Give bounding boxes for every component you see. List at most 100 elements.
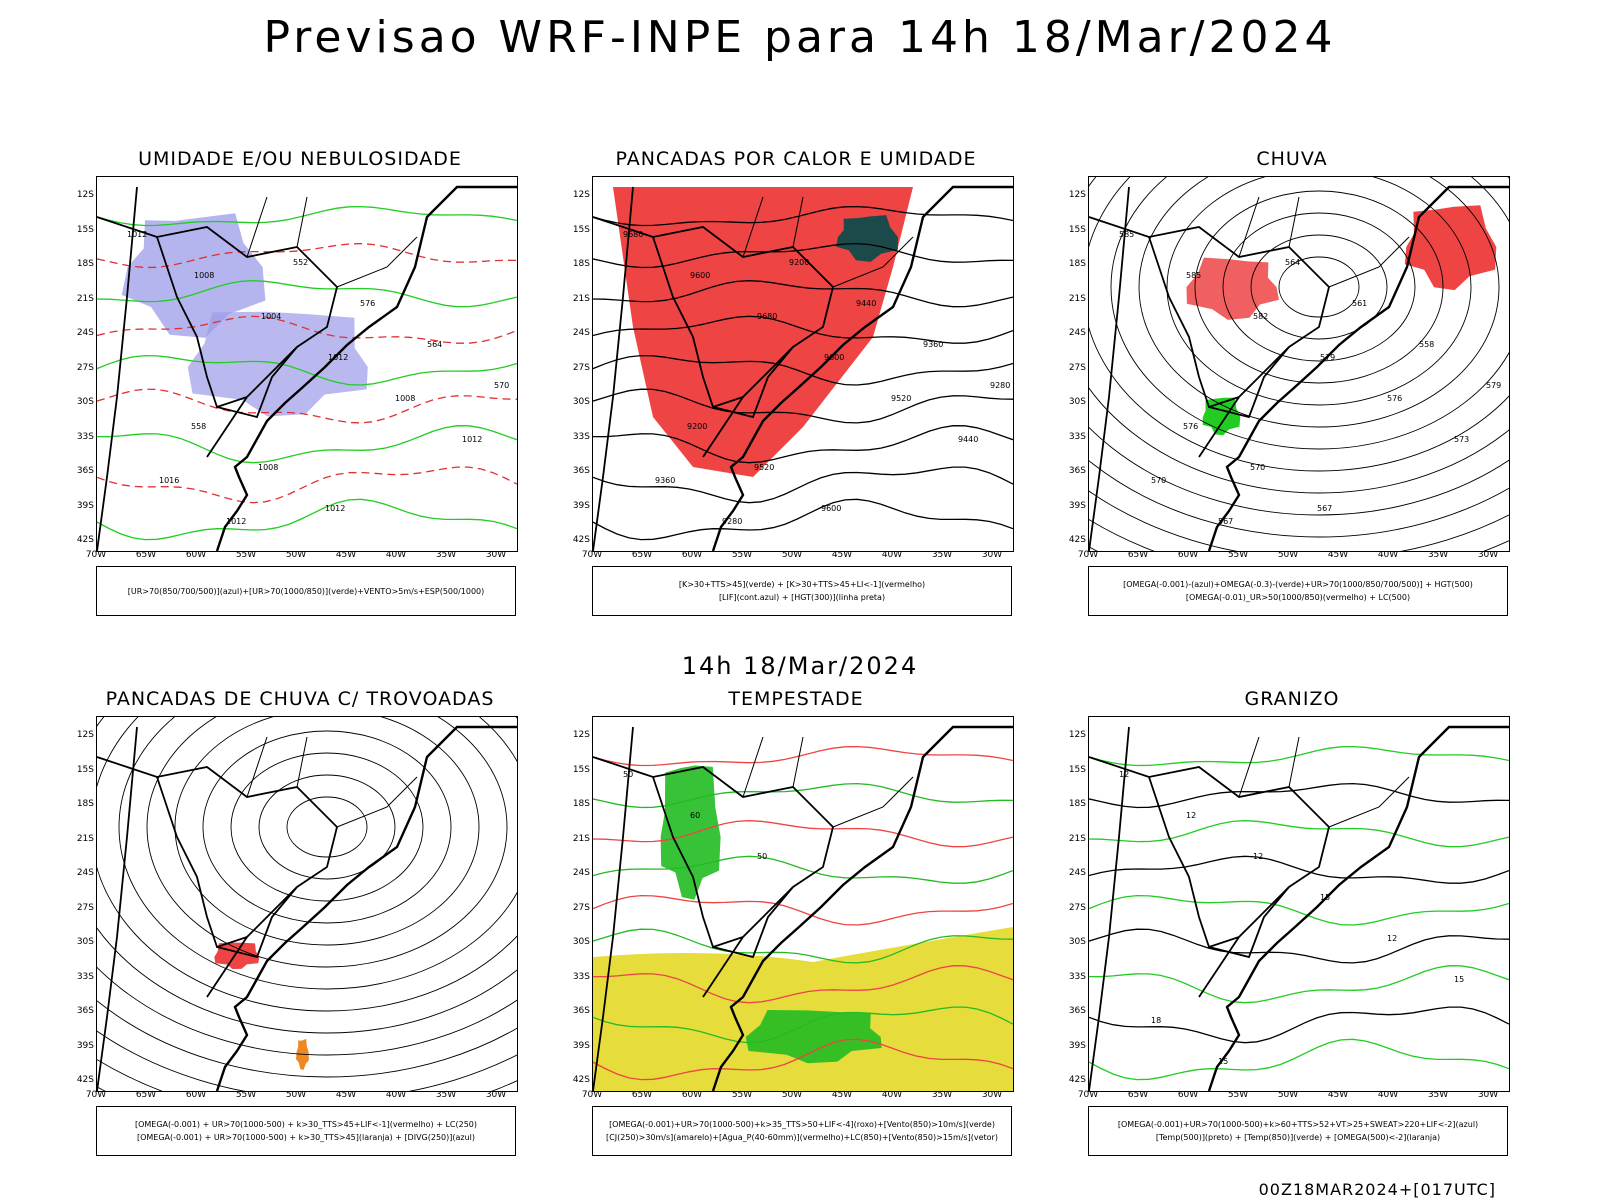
streamline [1194, 190, 1444, 384]
lon-label: 40W [1377, 550, 1399, 560]
country-border [593, 726, 634, 1091]
contour-line [593, 354, 1013, 386]
contour-label: 567 [1218, 517, 1233, 526]
lon-label: 55W [1227, 1090, 1249, 1100]
lon-label: 35W [435, 550, 457, 560]
streamline [286, 796, 368, 858]
country-border [97, 216, 338, 458]
streamline [1089, 460, 1509, 538]
model-run-stamp: 00Z18MAR2024+[017UTC] [1258, 1180, 1496, 1199]
contour-label: 1012 [462, 435, 482, 444]
legend-line: [OMEGA(-0.001) + UR>70(1000-500) + k>30_… [134, 1120, 478, 1129]
state-border [742, 736, 914, 828]
streamline [258, 774, 396, 880]
streamline [97, 717, 517, 1034]
lon-label: 50W [1277, 550, 1299, 560]
lat-label: 15S [76, 224, 94, 235]
lat-label: 21S [1068, 293, 1086, 304]
rain-fill [1186, 257, 1279, 320]
lat-label: 39S [1068, 1040, 1086, 1051]
lat-label: 18S [1068, 259, 1086, 269]
lon-label: 70W [1077, 550, 1099, 560]
contour-line [97, 388, 517, 424]
lon-label: 30W [981, 550, 1003, 560]
streamline [97, 1059, 517, 1091]
lat-label: 18S [76, 799, 94, 809]
panel-chuva: CHUVA 12S 15S 18S 21S 24S 27S 30S 33S 36S 39S 42S 70… [1052, 148, 1532, 638]
lon-label: 40W [881, 1090, 903, 1100]
country-border [593, 756, 834, 998]
panel-title: CHUVA [1256, 148, 1328, 170]
panel-title: PANCADAS DE CHUVA C/ TROVOADAS [105, 688, 495, 710]
contour-label: 567 [1317, 504, 1332, 513]
lon-label: 60W [1177, 1090, 1199, 1100]
contour-line [593, 820, 1013, 848]
country-border [1208, 346, 1290, 419]
jet-stream-fill [593, 927, 1013, 1091]
panel-tempestade: TEMPESTADE 12S 15S 18S 21S 24S 27S 30S 33S 36S 39S… [556, 688, 1036, 1178]
lat-label: 42S [76, 1075, 94, 1085]
country-border [1089, 756, 1330, 998]
lat-label: 12S [572, 730, 590, 740]
lon-label: 35W [1427, 550, 1449, 560]
lat-label: 30S [1068, 397, 1086, 407]
contour-label: 50 [757, 852, 767, 861]
country-border [712, 886, 794, 959]
contour-label: 573 [1454, 435, 1469, 444]
contour-label: 570 [1250, 463, 1265, 472]
contour-label: 9520 [754, 463, 774, 472]
country-border [1148, 236, 1240, 409]
panel-pancadas: PANCADAS POR CALOR E UMIDADE 12S 15S 18S 21S… [556, 148, 1036, 638]
weather-map [96, 716, 518, 1092]
contour-label: 558 [1419, 340, 1434, 349]
wind-fill [745, 1010, 882, 1064]
streamline [202, 730, 452, 924]
lon-label: 65W [135, 550, 157, 560]
contour-line [1089, 928, 1509, 964]
lat-label: 15S [1068, 224, 1086, 235]
panel-title: TEMPESTADE [728, 688, 864, 710]
panel-umidade: UMIDADE E/OU NEBULOSIDADE 12S 15S 18S 21S 24S… [60, 148, 540, 638]
coastline [711, 185, 1013, 551]
lat-label: 27S [1068, 902, 1086, 913]
legend-line: [K>30+TTS>45](verde) + [K>30+TTS>45+LI<-… [678, 580, 926, 589]
contour-label: 15 [1454, 975, 1464, 984]
map-canvas [97, 717, 517, 1091]
country-border [156, 776, 248, 949]
lon-label: 60W [681, 550, 703, 560]
contour-label: 12 [1186, 811, 1196, 820]
streamline [1250, 234, 1388, 340]
lon-label: 50W [781, 550, 803, 560]
lat-label: 39S [76, 1040, 94, 1051]
contour-label: 9440 [856, 299, 876, 308]
contour-line [593, 894, 1013, 926]
weather-map: 50 60 50 [592, 716, 1014, 1092]
lat-label: 18S [572, 799, 590, 809]
contour-line [1089, 1006, 1509, 1044]
lon-label: 35W [931, 1090, 953, 1100]
lon-label: 30W [981, 1090, 1003, 1100]
instability-fill [613, 187, 913, 477]
contour-line [1089, 965, 1509, 1004]
lon-label: 50W [1277, 1090, 1299, 1100]
contour-line [1089, 855, 1509, 884]
map-canvas: 50 60 50 [593, 725, 1013, 1091]
lat-label: 21S [76, 833, 94, 844]
contour-line [593, 1038, 1013, 1081]
lat-label: 27S [572, 362, 590, 373]
map-canvas: 9680 9600 9680 9600 9520 9440 9360 9280 9200 9440… [593, 185, 1013, 551]
country-border [97, 756, 338, 998]
contour-label: 9440 [958, 435, 978, 444]
lat-label: 42S [572, 535, 590, 545]
contour-line [97, 205, 517, 227]
contour-label: 9600 [821, 504, 841, 513]
wind-fill [660, 765, 721, 900]
contour-line [593, 745, 1013, 767]
lat-label: 15S [572, 764, 590, 775]
lon-label: 65W [631, 1090, 653, 1100]
lon-label: 30W [485, 550, 507, 560]
contour-label: 1008 [258, 463, 278, 472]
lon-label: 40W [385, 550, 407, 560]
lat-label: 39S [1068, 500, 1086, 511]
panel-legend: [OMEGA(-0.001)-(azul)+OMEGA(-0.3)-(verde… [1088, 566, 1508, 616]
